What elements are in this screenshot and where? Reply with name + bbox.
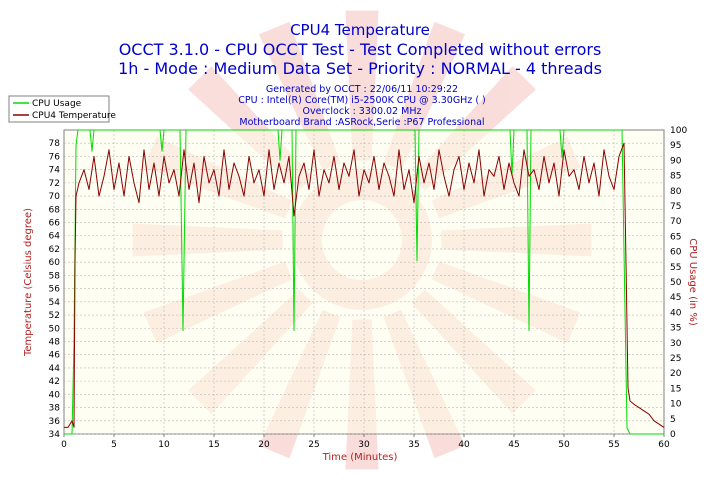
y-left-tick-label: 70 [49, 192, 61, 202]
y-left-tick-label: 74 [49, 166, 61, 176]
x-tick-label: 35 [408, 440, 419, 450]
y-left-tick-label: 72 [49, 179, 60, 189]
legend-label-cpu-usage: CPU Usage [32, 99, 82, 109]
x-tick-label: 60 [658, 440, 670, 450]
y-left-tick-label: 66 [49, 219, 61, 229]
x-axis-label: Time (Minutes) [322, 452, 398, 463]
y-right-tick-label: 25 [670, 354, 681, 364]
x-tick-label: 15 [208, 440, 219, 450]
y-left-tick-label: 76 [49, 152, 61, 162]
watermark-ray [345, 10, 379, 161]
y-left-tick-label: 68 [49, 205, 61, 215]
info-generated: Generated by OCCT : 22/06/11 10:29:22 [266, 84, 458, 95]
info-overclock: Overclock : 3300.02 MHz [303, 106, 422, 117]
y-axis-left-label: Temperature (Celsius degree) [23, 208, 34, 357]
y-right-tick-label: 90 [670, 156, 682, 166]
x-tick-label: 5 [111, 440, 117, 450]
y-right-tick-label: 10 [670, 400, 682, 410]
y-left-tick-label: 64 [49, 232, 61, 242]
y-right-tick-label: 50 [670, 278, 682, 288]
y-right-tick-label: 100 [670, 126, 687, 136]
y-right-tick-label: 85 [670, 172, 681, 182]
info-cpu: CPU : Intel(R) Core(TM) i5-2500K CPU @ 3… [238, 95, 486, 106]
legend-box [8, 95, 110, 123]
y-left-tick-label: 36 [49, 417, 61, 427]
x-tick-label: 50 [558, 440, 570, 450]
y-left-tick-label: 62 [49, 245, 60, 255]
x-tick-label: 20 [258, 440, 270, 450]
x-tick-label: 40 [458, 440, 470, 450]
y-right-tick-label: 30 [670, 339, 682, 349]
legend-label-cpu4-temperature: CPU4 Temperature [32, 111, 116, 121]
y-right-tick-label: 55 [670, 263, 681, 273]
y-right-tick-label: 5 [670, 415, 676, 425]
y-axis-right-ticks: 0 5 10 15 20 25 30 35 40 45 50 55 60 65 70 75 80 85 90 95 10… [670, 126, 687, 440]
y-left-tick-label: 50 [49, 324, 61, 334]
y-left-tick-label: 44 [49, 364, 61, 374]
y-left-tick-label: 40 [49, 390, 61, 400]
y-left-tick-label: 60 [49, 258, 61, 268]
y-left-tick-label: 38 [49, 404, 61, 414]
x-tick-label: 30 [358, 440, 370, 450]
y-right-tick-label: 70 [670, 217, 682, 227]
y-right-tick-label: 20 [670, 369, 682, 379]
y-right-tick-label: 95 [670, 141, 681, 151]
series-layer [64, 129, 665, 435]
y-right-tick-label: 65 [670, 232, 681, 242]
x-axis-ticks: 0 5 10 15 20 25 30 35 40 45 50 55 60 [61, 434, 670, 450]
x-tick-label: 25 [308, 440, 319, 450]
y-left-tick-label: 42 [49, 377, 60, 387]
y-left-tick-label: 54 [49, 298, 61, 308]
chart-title: CPU4 Temperature [290, 21, 430, 39]
legend: CPU Usage CPU4 Temperature [8, 95, 116, 123]
info-motherboard: Motherboard Brand :ASRock,Serie :P67 Pro… [239, 117, 484, 128]
y-left-tick-label: 46 [49, 351, 61, 361]
y-right-tick-label: 80 [670, 187, 682, 197]
y-left-tick-label: 58 [49, 271, 61, 281]
y-left-tick-label: 78 [49, 139, 61, 149]
y-right-tick-label: 40 [670, 308, 682, 318]
y-right-tick-label: 0 [670, 430, 676, 440]
x-tick-label: 0 [61, 440, 67, 450]
chart-subtitle-1: OCCT 3.1.0 - CPU OCCT Test - Test Comple… [119, 40, 602, 59]
y-right-tick-label: 60 [670, 248, 682, 258]
y-left-tick-label: 48 [49, 337, 61, 347]
y-left-tick-label: 52 [49, 311, 60, 321]
chart-subtitle-2: 1h - Mode : Medium Data Set - Priority :… [118, 59, 602, 78]
y-right-tick-label: 75 [670, 202, 681, 212]
y-axis-left-ticks: 34 36 38 40 42 44 46 48 50 52 54 56 58 60 62 64 66 68 70 72… [49, 139, 61, 440]
series-cpu4-temperature-line [64, 142, 665, 428]
y-right-tick-label: 15 [670, 384, 681, 394]
x-tick-label: 55 [608, 440, 619, 450]
y-right-tick-label: 35 [670, 324, 681, 334]
y-left-tick-label: 34 [49, 430, 61, 440]
y-left-tick-label: 56 [49, 285, 61, 295]
x-tick-label: 45 [508, 440, 519, 450]
series-cpu-usage-line [64, 129, 664, 435]
grid [64, 130, 664, 435]
y-axis-right-label: CPU Usage (in %) [687, 238, 698, 326]
x-tick-label: 10 [158, 440, 170, 450]
y-right-tick-label: 45 [670, 293, 681, 303]
